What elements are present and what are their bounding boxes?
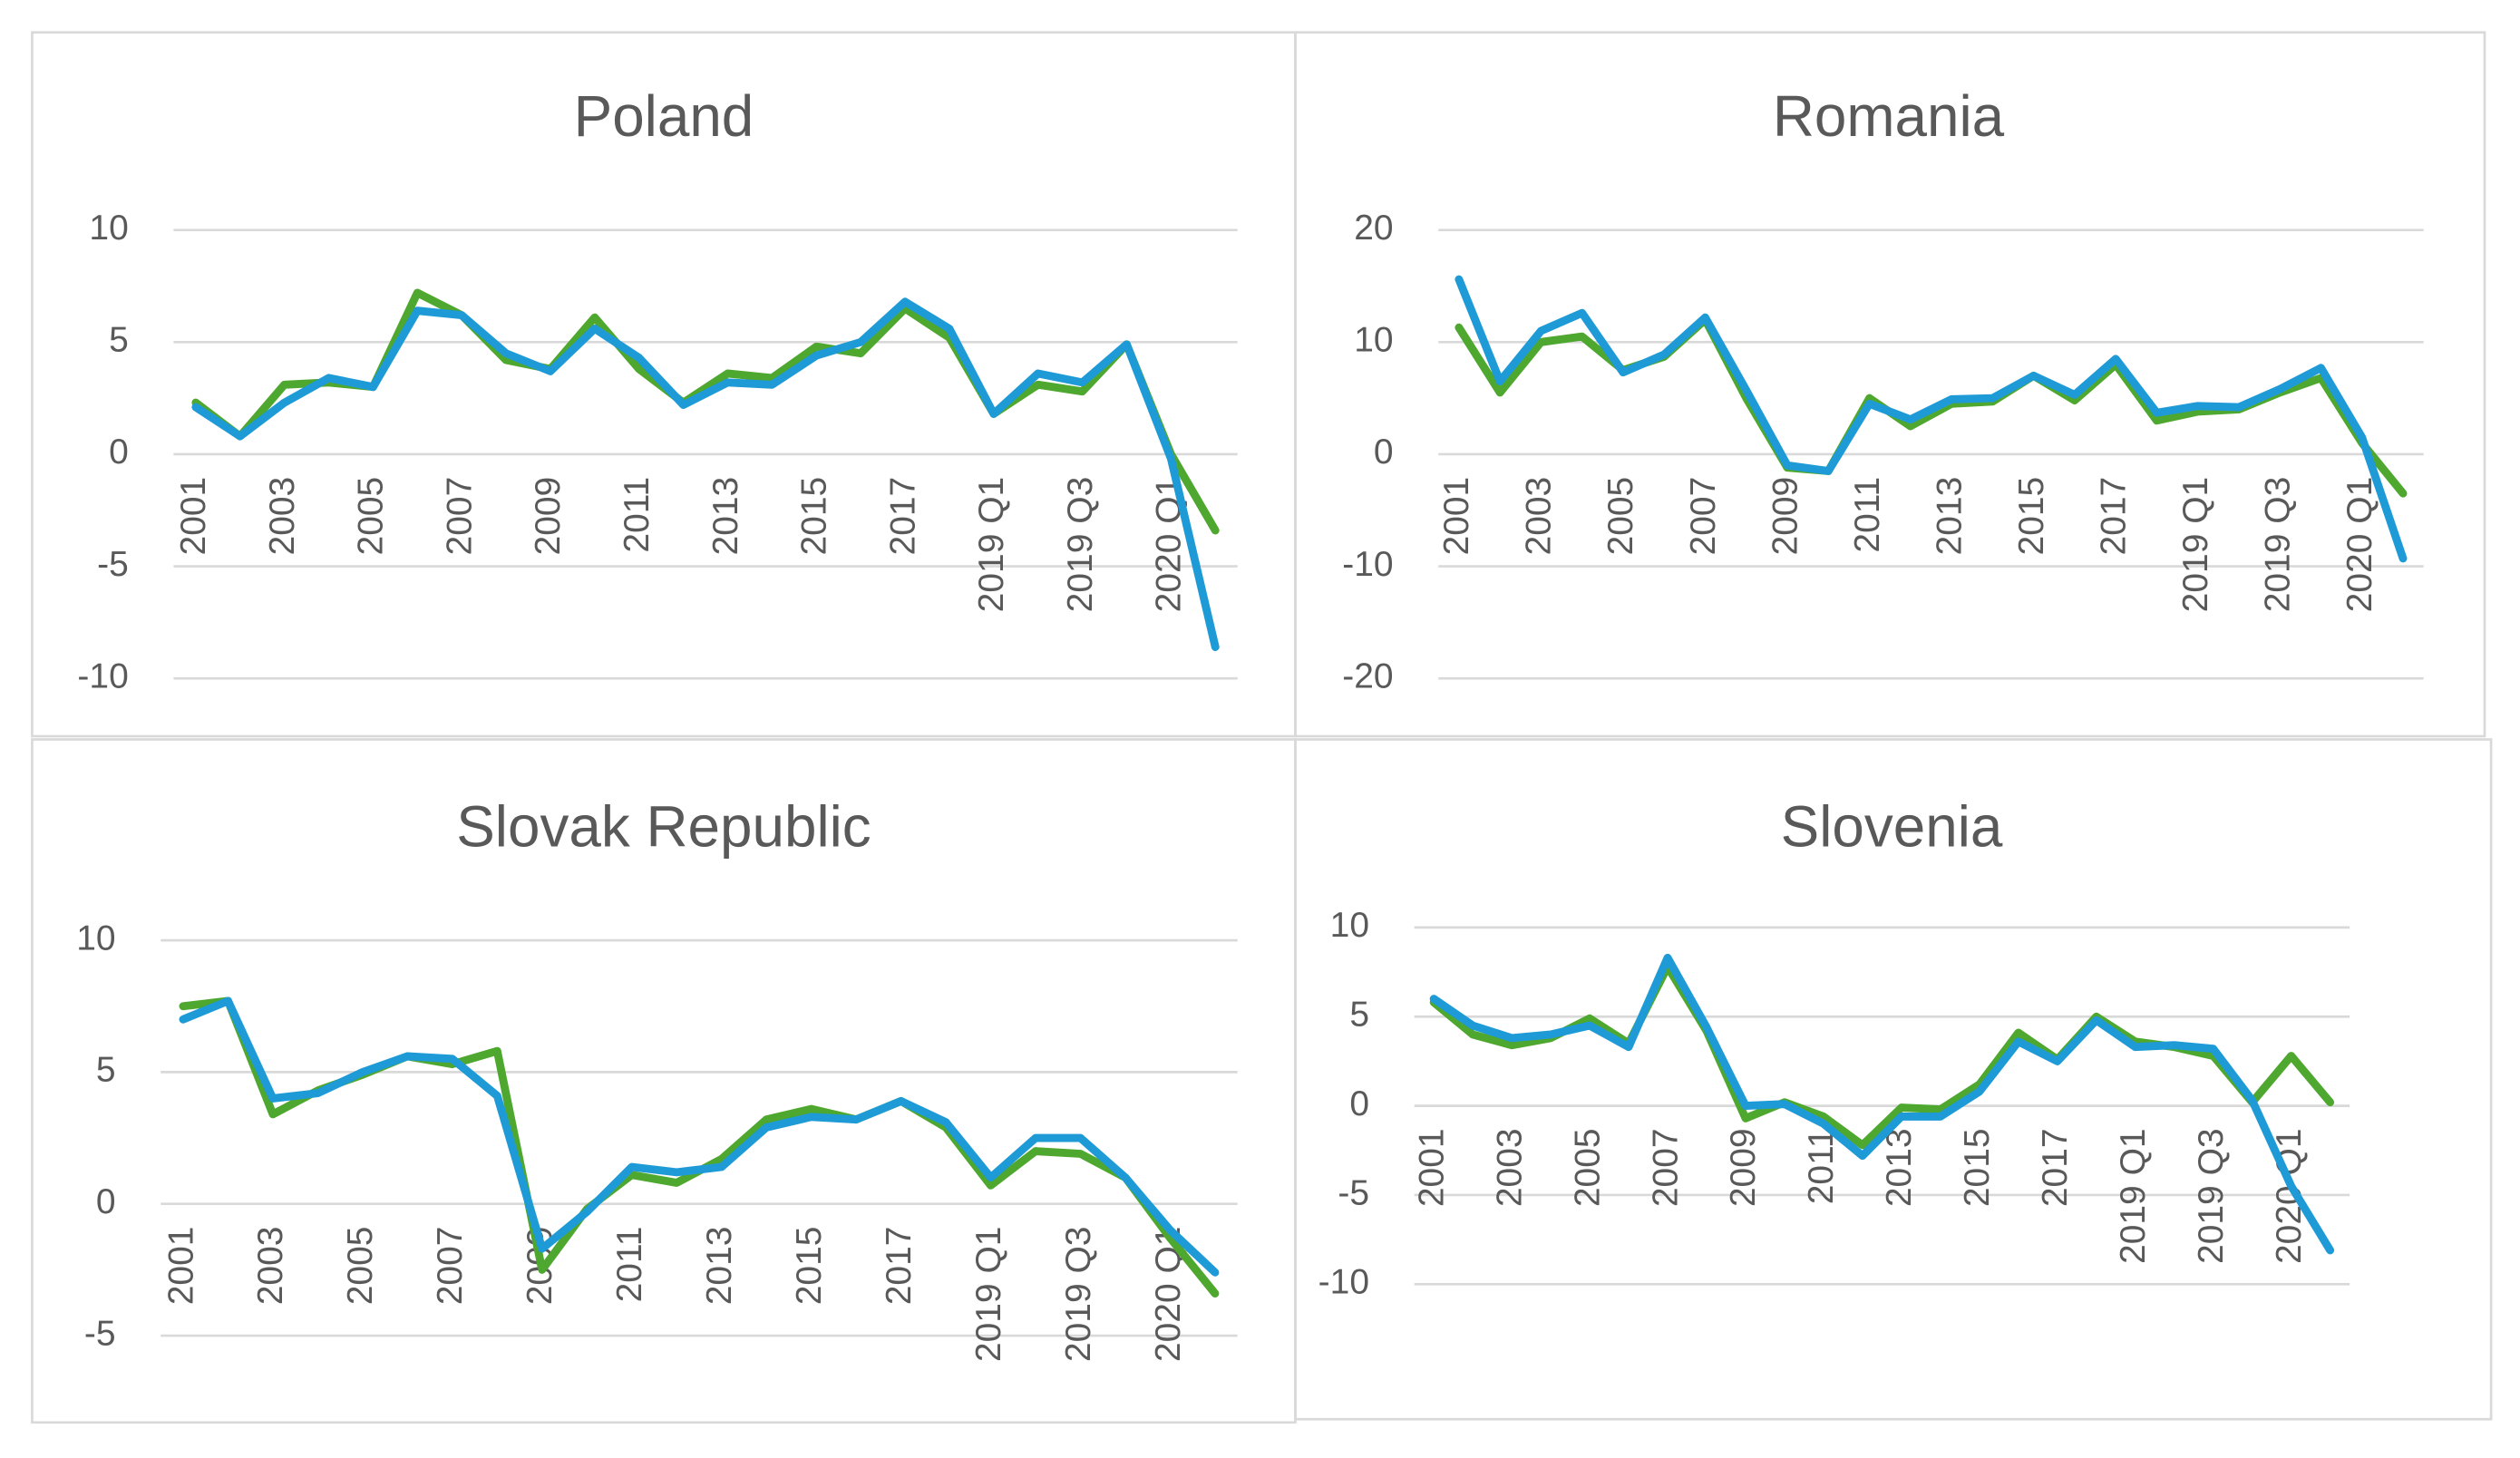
y-tick-label: 20 (1354, 209, 1393, 248)
x-tick-label: 2019 Q1 (972, 477, 1011, 613)
x-tick-label: 2001 (1437, 477, 1476, 556)
y-tick-label: 0 (1374, 433, 1394, 471)
y-tick-label: 5 (1349, 996, 1369, 1035)
y-tick-label: -10 (77, 656, 128, 695)
x-tick-label: 2019 Q1 (2114, 1128, 2153, 1264)
x-tick-label: 2005 (1568, 1128, 1607, 1207)
x-tick-label: 2009 (1724, 1128, 1763, 1207)
y-tick-label: 5 (109, 321, 129, 360)
line-series (1455, 275, 2408, 563)
chart-title: Romania (1773, 83, 2005, 149)
x-tick-label: 2009 (1766, 477, 1805, 556)
line-series (1429, 962, 2335, 1150)
chart-title: Slovenia (1781, 793, 2003, 859)
x-tick-label: 2015 (795, 477, 834, 556)
x-tick-label: 2009 (529, 477, 568, 556)
x-tick-label: 2005 (1601, 477, 1640, 556)
y-tick-label: -10 (1318, 1263, 1369, 1302)
x-tick-label: 2019 Q3 (2259, 477, 2298, 613)
y-tick-label: 0 (1349, 1084, 1369, 1123)
x-tick-label: 2005 (352, 477, 391, 556)
y-tick-label: -5 (97, 545, 129, 584)
y-tick-label: -5 (84, 1314, 116, 1353)
x-tick-label: 2011 (618, 477, 657, 553)
y-tick-label: 10 (1330, 906, 1369, 945)
x-tick-label: 2007 (1646, 1128, 1685, 1207)
x-tick-label: 2017 (880, 1227, 919, 1306)
x-tick-label: 2003 (1490, 1128, 1529, 1207)
x-tick-label: 2011 (610, 1227, 649, 1303)
chart-title: Slovak Republic (456, 793, 871, 859)
panel-border (1294, 738, 2493, 1421)
x-tick-label: 2015 (790, 1227, 829, 1306)
x-tick-label: 2011 (1802, 1128, 1841, 1204)
x-tick-label: 2019 Q1 (969, 1227, 1008, 1363)
x-tick-label: 2001 (161, 1227, 200, 1306)
x-tick-label: 2015 (2012, 477, 2051, 556)
x-tick-label: 2001 (174, 477, 213, 556)
x-tick-label: 2011 (1848, 477, 1887, 553)
x-tick-label: 2019 Q1 (2176, 477, 2215, 613)
y-tick-label: 0 (109, 433, 129, 471)
y-tick-label: -10 (1342, 545, 1393, 584)
y-tick-label: -20 (1342, 656, 1393, 695)
y-tick-label: 10 (1354, 321, 1393, 360)
x-tick-label: 2019 Q3 (2192, 1128, 2231, 1264)
y-tick-label: 10 (89, 209, 128, 248)
chart-title: Poland (574, 83, 754, 149)
y-tick-label: -5 (1338, 1173, 1369, 1212)
x-tick-label: 2020 Q1 (2340, 477, 2379, 613)
y-tick-label: 5 (96, 1051, 116, 1090)
x-tick-label: 2003 (251, 1227, 290, 1306)
x-tick-label: 2007 (440, 477, 479, 556)
x-tick-label: 2007 (1684, 477, 1723, 556)
x-tick-label: 2019 Q3 (1059, 1227, 1098, 1363)
x-tick-label: 2017 (2036, 1128, 2075, 1207)
x-tick-label: 2003 (263, 477, 302, 556)
line-series (179, 996, 1220, 1277)
x-tick-label: 2001 (1412, 1128, 1451, 1207)
x-tick-label: 2013 (1930, 477, 1969, 556)
line-series (191, 297, 1220, 651)
x-tick-label: 2005 (341, 1227, 380, 1306)
line-series (1429, 953, 2335, 1255)
x-tick-label: 2017 (883, 477, 922, 556)
x-tick-label: 2013 (1880, 1128, 1919, 1207)
panel-border (1294, 31, 2486, 738)
y-tick-label: 0 (96, 1182, 116, 1221)
x-tick-label: 2019 Q3 (1061, 477, 1100, 613)
x-tick-label: 2013 (700, 1227, 739, 1306)
x-tick-label: 2007 (431, 1227, 470, 1306)
x-tick-label: 2003 (1520, 477, 1559, 556)
x-tick-label: 2013 (706, 477, 745, 556)
x-tick-label: 2017 (2094, 477, 2133, 556)
x-tick-label: 2015 (1958, 1128, 1997, 1207)
y-tick-label: 10 (76, 919, 115, 957)
